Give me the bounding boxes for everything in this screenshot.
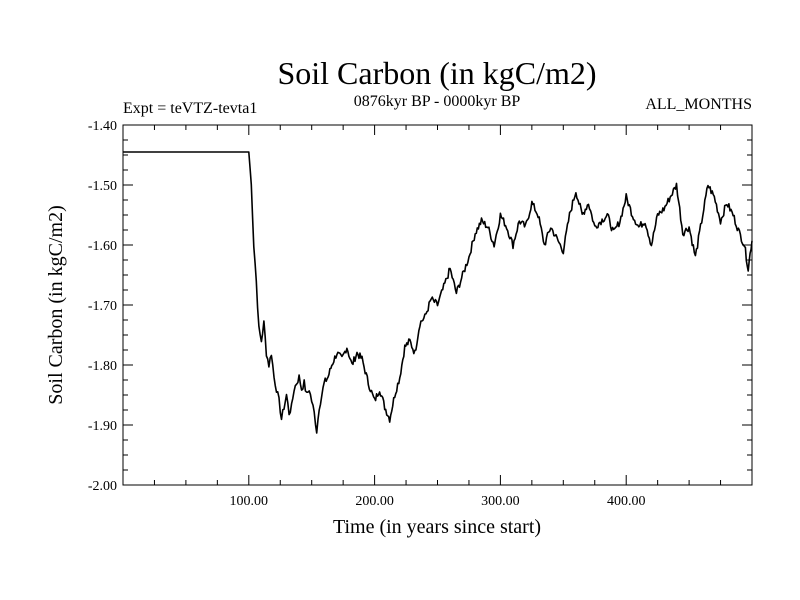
x-tick-label: 300.00 — [481, 494, 520, 509]
y-tick-label: -2.00 — [88, 479, 117, 494]
plot-area: 100.00 200.00 300.00 400.00 -1.40 -1.50 -1.60 -… — [88, 119, 753, 509]
months-label: ALL_MONTHS — [645, 96, 752, 113]
time-range-label: 0876kyr BP - 0000kyr BP — [354, 93, 521, 110]
y-tick-label: -1.50 — [88, 179, 117, 194]
y-tick-label: -1.80 — [88, 359, 117, 374]
x-axis-label: Time (in years since start) — [333, 516, 541, 538]
x-tick-label: 400.00 — [607, 494, 646, 509]
y-tick-label: -1.40 — [88, 119, 117, 134]
tick-labels: 100.00 200.00 300.00 400.00 -1.40 -1.50 -1.60 -… — [88, 119, 646, 509]
chart-title: Soil Carbon (in kgC/m2) — [277, 55, 596, 91]
y-tick-label: -1.90 — [88, 419, 117, 434]
series-line-soil-carbon — [123, 151, 753, 434]
y-tick-label: -1.70 — [88, 299, 117, 314]
y-tick-label: -1.60 — [88, 239, 117, 254]
tick-marks — [123, 125, 752, 485]
x-tick-label: 200.00 — [355, 494, 394, 509]
y-axis-label: Soil Carbon (in kgC/m2) — [45, 205, 67, 404]
experiment-label: Expt = teVTZ-tevta1 — [123, 100, 257, 117]
x-tick-label: 100.00 — [230, 494, 269, 509]
